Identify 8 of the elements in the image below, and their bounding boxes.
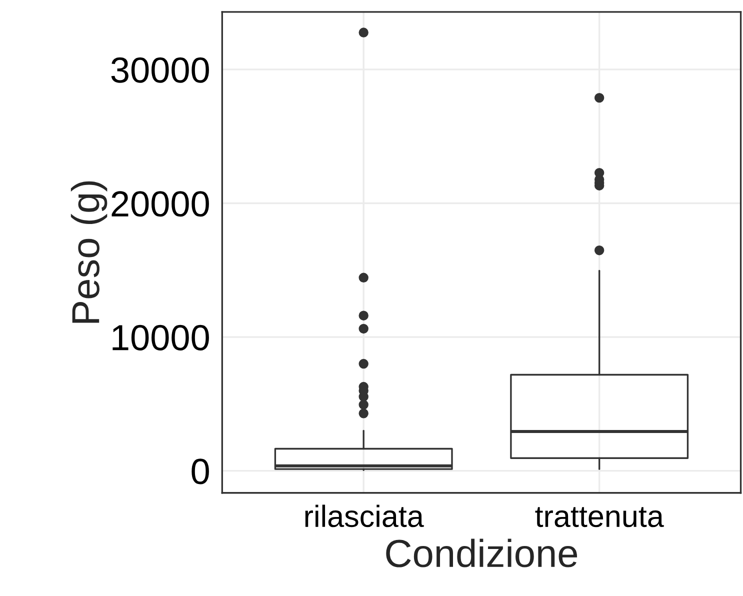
x-axis-title: Condizione	[386, 538, 578, 568]
y-tick-label: 20000	[112, 191, 209, 217]
y-tick-label: 10000	[112, 324, 209, 350]
y-tick-label: 30000	[111, 57, 209, 83]
x-tick-label: trattenuta	[535, 507, 664, 528]
y-axis-title: Peso (g)	[70, 181, 108, 323]
x-tick-label: rilasciata	[305, 504, 424, 528]
y-tick-label: 0	[192, 458, 209, 484]
